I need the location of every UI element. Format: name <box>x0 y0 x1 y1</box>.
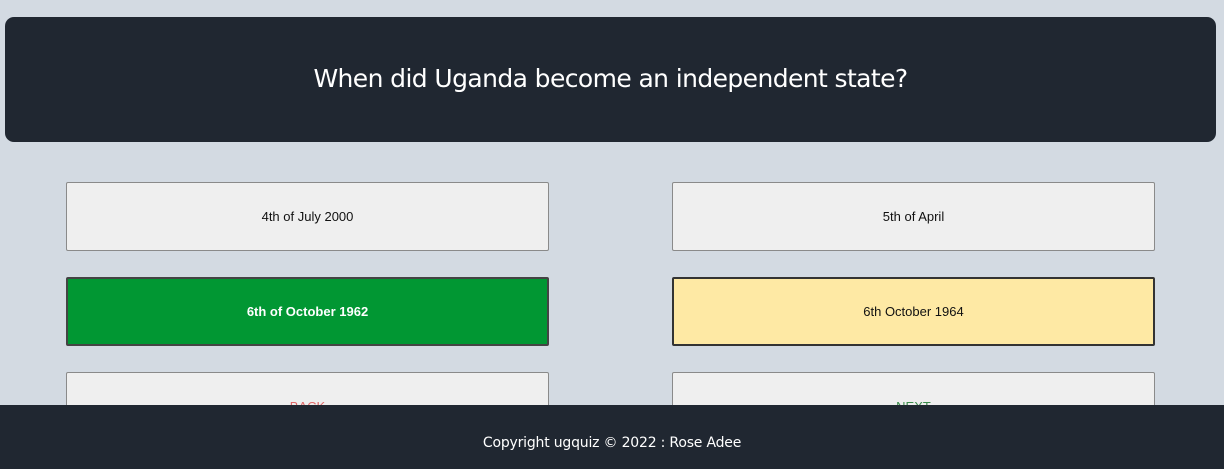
answer-option-2[interactable]: 5th of April <box>672 182 1155 251</box>
answer-option-3-correct[interactable]: 6th of October 1962 <box>66 277 549 346</box>
answer-option-4-selected[interactable]: 6th October 1964 <box>672 277 1155 346</box>
footer: Copyright ugquiz © 2022 : Rose Adee <box>0 405 1224 469</box>
copyright-text: Copyright ugquiz © 2022 : Rose Adee <box>482 435 742 451</box>
question-card: When did Uganda become an independent st… <box>5 17 1216 142</box>
answer-option-1[interactable]: 4th of July 2000 <box>66 182 549 251</box>
question-text: When did Uganda become an independent st… <box>313 64 908 93</box>
